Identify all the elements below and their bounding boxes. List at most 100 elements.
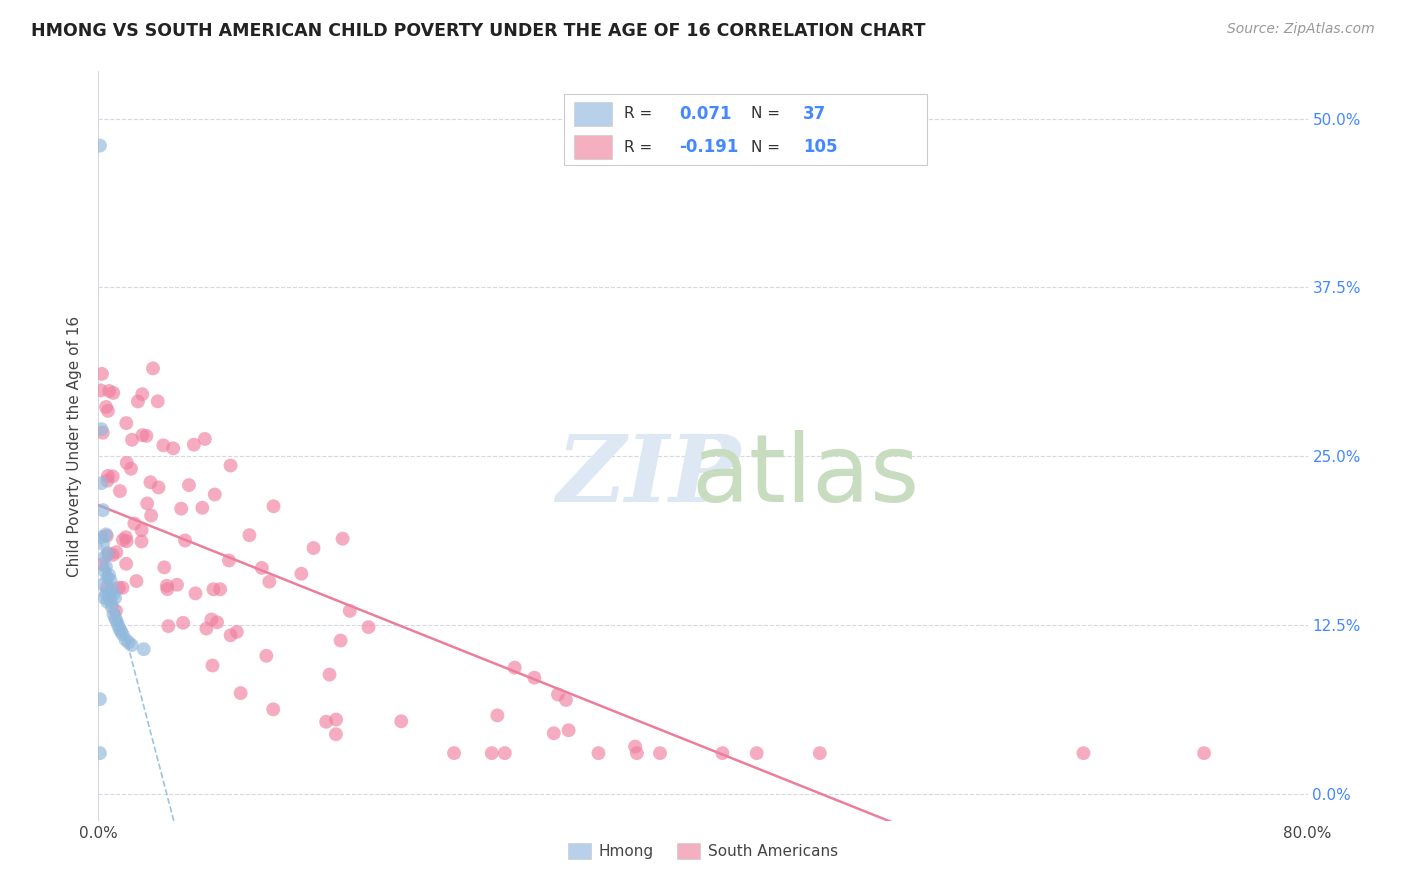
- Point: [127, 394, 149, 409]
- Text: Source: ZipAtlas.com: Source: ZipAtlas.com: [1227, 22, 1375, 37]
- Point: [503, 660, 526, 674]
- Point: [523, 671, 546, 685]
- FancyBboxPatch shape: [574, 136, 613, 159]
- Point: [94, 559, 117, 574]
- Point: [111, 627, 134, 641]
- Text: N =: N =: [751, 140, 785, 154]
- Point: [152, 438, 174, 452]
- Point: [107, 618, 129, 632]
- Point: [131, 523, 153, 537]
- Point: [103, 385, 125, 400]
- Point: [325, 713, 347, 727]
- Point: [132, 642, 155, 657]
- Point: [89, 138, 111, 153]
- Point: [91, 425, 114, 440]
- Point: [205, 615, 228, 630]
- Point: [329, 633, 352, 648]
- Point: [259, 574, 281, 589]
- Point: [209, 582, 232, 597]
- Point: [108, 622, 131, 636]
- Text: ZIP: ZIP: [557, 431, 741, 521]
- Point: [200, 613, 222, 627]
- Point: [557, 723, 579, 738]
- Point: [202, 582, 225, 597]
- Point: [105, 545, 128, 559]
- Point: [1192, 746, 1215, 760]
- Point: [177, 478, 200, 492]
- Point: [624, 739, 647, 754]
- Point: [139, 508, 162, 523]
- Point: [94, 587, 117, 601]
- Point: [389, 714, 412, 729]
- Point: [115, 456, 138, 470]
- Point: [115, 534, 138, 549]
- Point: [153, 560, 176, 574]
- Point: [174, 533, 197, 548]
- Point: [162, 442, 184, 456]
- Point: [339, 604, 361, 618]
- Point: [745, 746, 768, 760]
- Point: [146, 394, 169, 409]
- Point: [94, 527, 117, 541]
- Point: [100, 593, 122, 607]
- Point: [90, 422, 112, 436]
- Point: [808, 746, 831, 760]
- Point: [486, 708, 509, 723]
- Point: [101, 548, 124, 562]
- Point: [103, 587, 125, 601]
- Point: [101, 469, 124, 483]
- FancyBboxPatch shape: [564, 94, 927, 165]
- Point: [91, 367, 114, 381]
- Point: [96, 546, 118, 560]
- Point: [111, 581, 134, 595]
- Text: HMONG VS SOUTH AMERICAN CHILD POVERTY UNDER THE AGE OF 16 CORRELATION CHART: HMONG VS SOUTH AMERICAN CHILD POVERTY UN…: [31, 22, 925, 40]
- Point: [98, 384, 121, 398]
- Point: [238, 528, 260, 542]
- Point: [115, 416, 138, 430]
- Point: [104, 611, 127, 625]
- Text: 0.071: 0.071: [679, 104, 731, 123]
- Point: [131, 534, 153, 549]
- Point: [183, 437, 205, 451]
- Point: [1073, 746, 1095, 760]
- Point: [219, 458, 242, 473]
- Legend: Hmong, South Americans: Hmong, South Americans: [562, 838, 844, 865]
- Point: [91, 537, 114, 551]
- Point: [443, 746, 465, 760]
- Point: [543, 726, 565, 740]
- Point: [250, 561, 273, 575]
- Point: [91, 503, 114, 517]
- Point: [90, 476, 112, 491]
- Point: [555, 693, 578, 707]
- Point: [315, 714, 337, 729]
- Point: [118, 635, 141, 649]
- Point: [172, 615, 194, 630]
- Point: [121, 638, 143, 652]
- Text: N =: N =: [751, 106, 785, 121]
- Text: -0.191: -0.191: [679, 138, 738, 156]
- Point: [547, 688, 569, 702]
- Point: [290, 566, 312, 581]
- Point: [100, 574, 122, 588]
- Point: [494, 746, 516, 760]
- Point: [91, 577, 114, 591]
- Point: [156, 582, 179, 596]
- Point: [97, 547, 120, 561]
- Point: [97, 404, 120, 418]
- Text: 105: 105: [803, 138, 838, 156]
- Point: [626, 746, 648, 760]
- Point: [125, 574, 148, 588]
- Point: [218, 553, 240, 567]
- Point: [588, 746, 610, 760]
- Point: [93, 591, 115, 605]
- Point: [104, 591, 127, 605]
- Point: [711, 746, 734, 760]
- Point: [225, 624, 247, 639]
- Point: [195, 622, 218, 636]
- Point: [148, 480, 170, 494]
- Point: [318, 667, 340, 681]
- Point: [302, 541, 325, 555]
- Point: [89, 692, 111, 706]
- Point: [194, 432, 217, 446]
- Point: [156, 579, 179, 593]
